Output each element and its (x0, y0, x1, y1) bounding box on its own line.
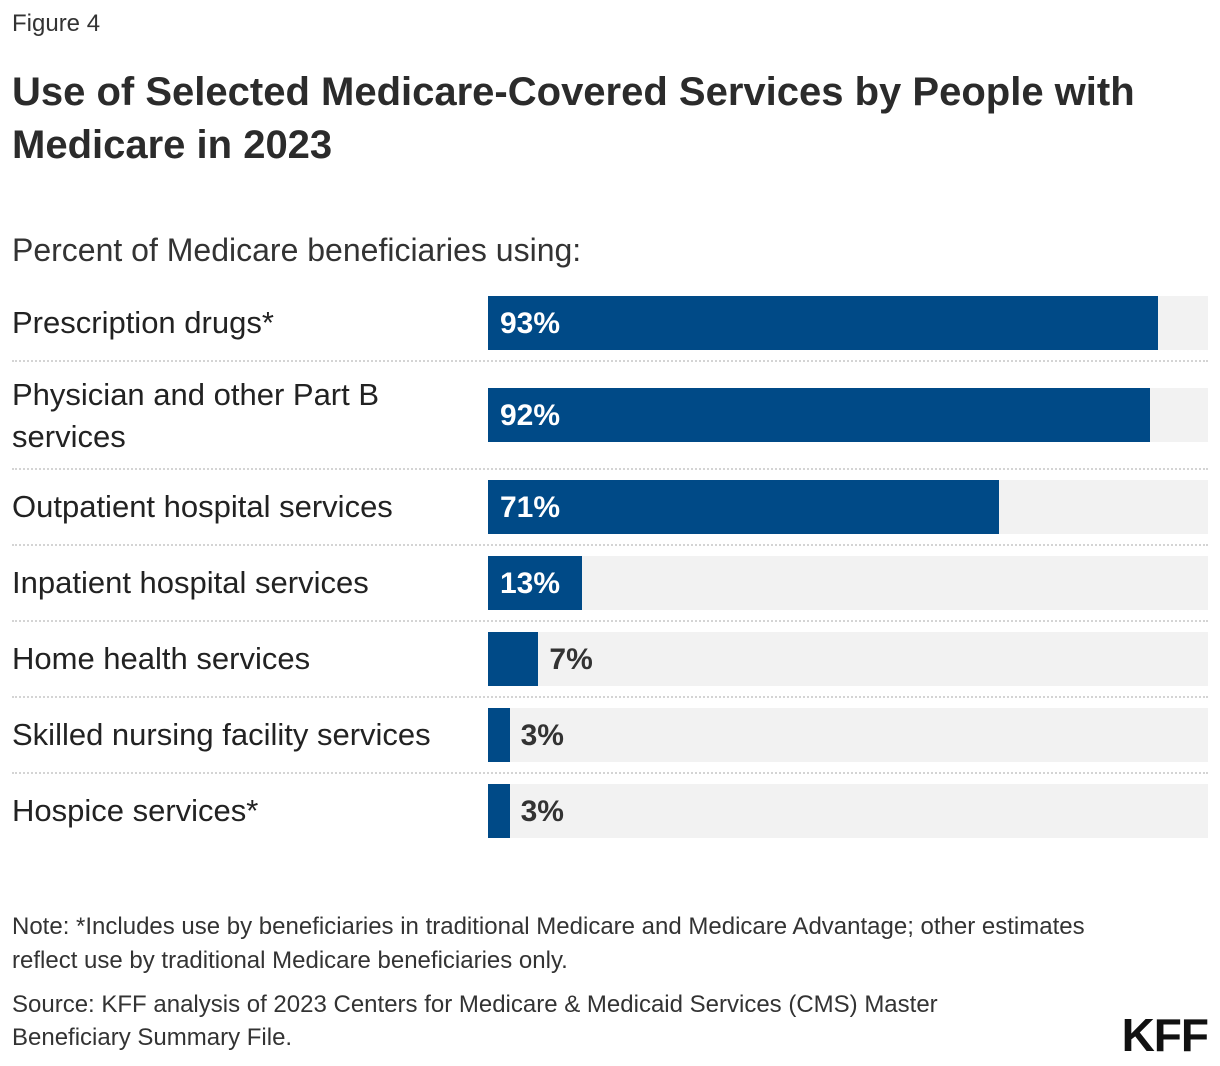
bar-row: Skilled nursing facility services 3% (12, 708, 1208, 762)
data-label: 13% (500, 567, 561, 600)
bar-track: 3% (488, 708, 1208, 762)
bar-row: Outpatient hospital services 71% (12, 480, 1208, 534)
bar-track: 13% (488, 556, 1208, 610)
bar-row: Hospice services* 3% (12, 784, 1208, 838)
category-label: Physician and other Part B services (12, 377, 380, 454)
bar-track: 3% (488, 784, 1208, 838)
chart-title: Use of Selected Medicare-Covered Service… (12, 70, 1135, 167)
bar (488, 296, 1158, 350)
row-divider (12, 620, 1208, 622)
bar-row: Physician and other Part B services 92% (12, 377, 1208, 454)
data-label: 92% (500, 399, 561, 432)
row-divider (12, 696, 1208, 698)
figure-label: Figure 4 (12, 10, 101, 37)
bar-row: Prescription drugs* 93% (12, 296, 1208, 350)
data-label: 71% (500, 491, 561, 524)
row-divider (12, 360, 1208, 362)
bar-track: 93% (488, 296, 1208, 350)
chart-subtitle: Percent of Medicare beneficiaries using: (12, 232, 582, 268)
category-label: Hospice services* (12, 793, 259, 828)
category-label: Skilled nursing facility services (12, 717, 431, 752)
bar-track: 71% (488, 480, 1208, 534)
data-label: 3% (520, 795, 564, 828)
category-label: Outpatient hospital services (12, 489, 393, 524)
kff-logo: KFF (1121, 1009, 1209, 1061)
row-divider (12, 544, 1208, 546)
bar (488, 388, 1151, 442)
bar (488, 480, 1000, 534)
row-divider (12, 468, 1208, 470)
bar-row: Inpatient hospital services 13% (12, 556, 1208, 610)
bar (488, 632, 539, 686)
bar-row: Home health services 7% (12, 632, 1208, 686)
bar (488, 784, 510, 838)
category-label: Inpatient hospital services (12, 565, 369, 600)
row-divider (12, 772, 1208, 774)
chart-source: Source: KFF analysis of 2023 Centers for… (12, 991, 938, 1051)
category-label: Prescription drugs* (12, 305, 274, 340)
bar-track: 7% (488, 632, 1208, 686)
data-label: 3% (520, 719, 564, 752)
data-label: 7% (549, 643, 593, 676)
data-label: 93% (500, 307, 561, 340)
chart-note: Note: *Includes use by beneficiaries in … (12, 913, 1085, 974)
bar (488, 556, 582, 610)
bar-track: 92% (488, 388, 1208, 442)
category-label: Home health services (12, 641, 311, 676)
bar (488, 708, 510, 762)
